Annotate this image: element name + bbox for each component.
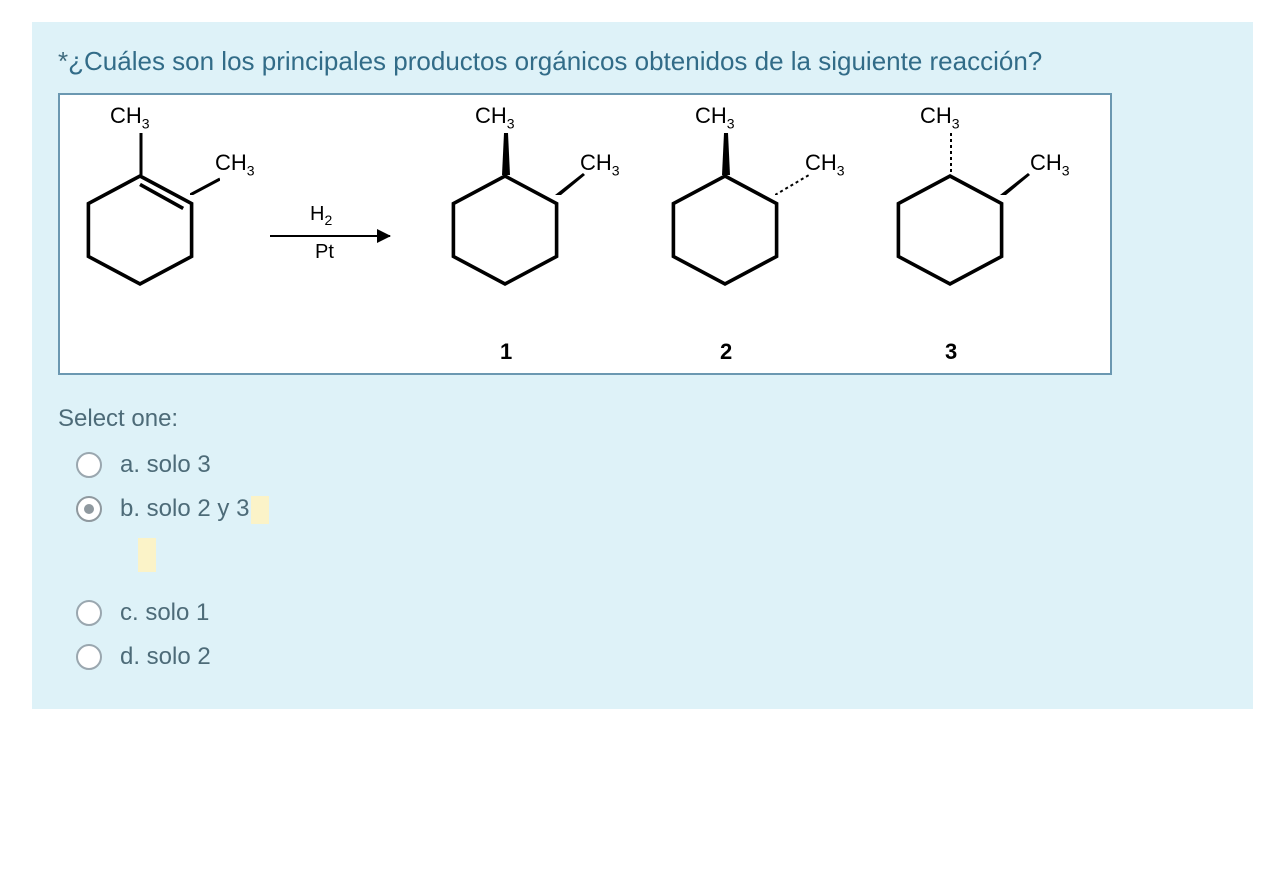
product1-ch3-side: CH3 <box>580 150 620 178</box>
product-2-ring <box>665 170 785 290</box>
answer-option-b[interactable]: b. solo 2 y 3 <box>76 487 1227 532</box>
radio-b[interactable] <box>76 496 102 522</box>
answer-option-a[interactable]: a. solo 3 <box>76 443 1227 487</box>
highlight-block <box>138 538 156 572</box>
answer-b-label: b. solo 2 y 3 <box>120 495 269 524</box>
wedge-bold-1a <box>498 133 514 175</box>
answer-option-d[interactable]: d. solo 2 <box>76 635 1227 679</box>
wedge-bold-1b <box>555 173 585 195</box>
product-number-3: 3 <box>945 339 957 365</box>
answer-d-label: d. solo 2 <box>120 643 211 671</box>
product2-ch3-top: CH3 <box>695 103 735 131</box>
question-panel: *¿Cuáles son los principales productos o… <box>28 22 1253 709</box>
wedge-bold-2a <box>718 133 734 175</box>
highlight-row <box>76 532 1227 591</box>
page: *¿Cuáles son los principales productos o… <box>0 22 1281 749</box>
product3-ch3-top: CH3 <box>920 103 960 131</box>
answer-a-label: a. solo 3 <box>120 451 211 479</box>
arrow-bottom-label: Pt <box>315 241 334 264</box>
question-body: ¿Cuáles son los principales productos or… <box>68 46 1042 76</box>
arrow-top-label: H2 <box>310 203 332 228</box>
reactant-ring <box>80 170 200 290</box>
product1-ch3-top: CH3 <box>475 103 515 131</box>
highlight-marker <box>251 496 269 524</box>
wedge-dash-3a <box>944 133 958 175</box>
reaction-figure: CH3 CH3 H2 Pt CH3 CH3 1 CH3 CH3 <box>58 93 1112 375</box>
product3-ch3-side: CH3 <box>1030 150 1070 178</box>
radio-a[interactable] <box>76 452 102 478</box>
select-one-label: Select one: <box>58 405 1227 433</box>
bond-line <box>135 133 147 175</box>
wedge-dash-2b <box>775 173 809 195</box>
product-1-ring <box>445 170 565 290</box>
product-3-ring <box>890 170 1010 290</box>
radio-c[interactable] <box>76 600 102 626</box>
product-number-1: 1 <box>500 339 512 365</box>
wedge-bold-3b <box>1000 173 1030 195</box>
question-text: *¿Cuáles son los principales productos o… <box>58 44 1227 79</box>
product2-ch3-side: CH3 <box>805 150 845 178</box>
product-number-2: 2 <box>720 339 732 365</box>
required-asterisk: * <box>58 46 68 76</box>
reactant-ch3-side: CH3 <box>215 150 255 178</box>
radio-d[interactable] <box>76 644 102 670</box>
answer-option-c[interactable]: c. solo 1 <box>76 591 1227 635</box>
bond-line-side <box>190 175 220 195</box>
reaction-arrow <box>270 235 390 237</box>
reactant-ch3-top: CH3 <box>110 103 150 131</box>
answer-c-label: c. solo 1 <box>120 599 209 627</box>
answers-list: a. solo 3 b. solo 2 y 3 c. solo 1 d. sol… <box>58 443 1227 679</box>
